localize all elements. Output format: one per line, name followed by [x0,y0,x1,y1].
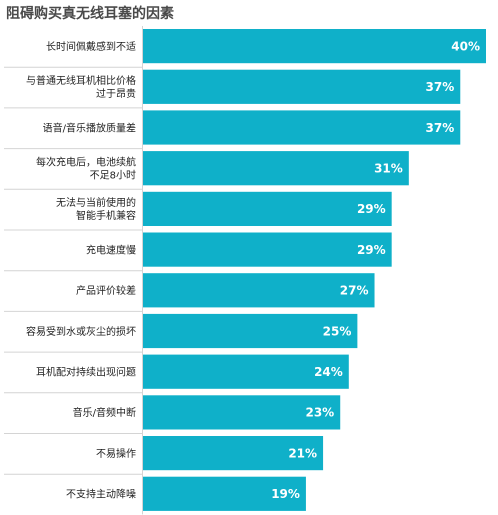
category-label: 耳机配对持续出现问题 [36,365,136,378]
data-label: 25% [323,324,352,338]
bar [143,436,324,471]
bar [143,191,392,226]
data-label: 37% [426,80,455,94]
data-label: 24% [314,365,343,379]
category-label: 语音/音乐播放质量差 [43,121,136,134]
bar [143,476,306,511]
chart-title: 阻碍购买真无线耳塞的因素 [6,6,174,22]
category-label: 每次充电后，电池续航不足8小时 [36,155,136,181]
data-label: 31% [374,161,403,175]
data-label: 23% [305,406,334,420]
data-label: 27% [340,284,369,298]
category-label: 产品评价较差 [76,284,136,297]
bar [143,69,461,104]
bar [143,273,375,308]
data-label: 21% [288,446,317,460]
data-label: 40% [451,39,480,53]
bar [143,354,349,389]
bar [143,110,461,145]
category-label: 长时间佩戴感到不适 [46,40,136,53]
bar [143,232,392,267]
data-label: 37% [426,121,455,135]
category-label: 音乐/音频中断 [73,406,136,419]
category-label: 无法与当前使用的智能手机兼容 [56,196,136,222]
category-label: 容易受到水或灰尘的损坏 [26,325,136,338]
category-label: 不支持主动降噪 [66,488,136,501]
bar [143,313,358,349]
bar [143,395,341,430]
category-label: 与普通无线耳机相比价格过于昂贵 [26,74,136,100]
category-label: 不易操作 [96,447,136,460]
data-label: 19% [271,487,300,501]
bar [143,29,486,64]
bar [143,151,409,186]
data-label: 29% [357,202,386,216]
data-label: 29% [357,243,386,257]
category-label: 充电速度慢 [86,243,136,256]
